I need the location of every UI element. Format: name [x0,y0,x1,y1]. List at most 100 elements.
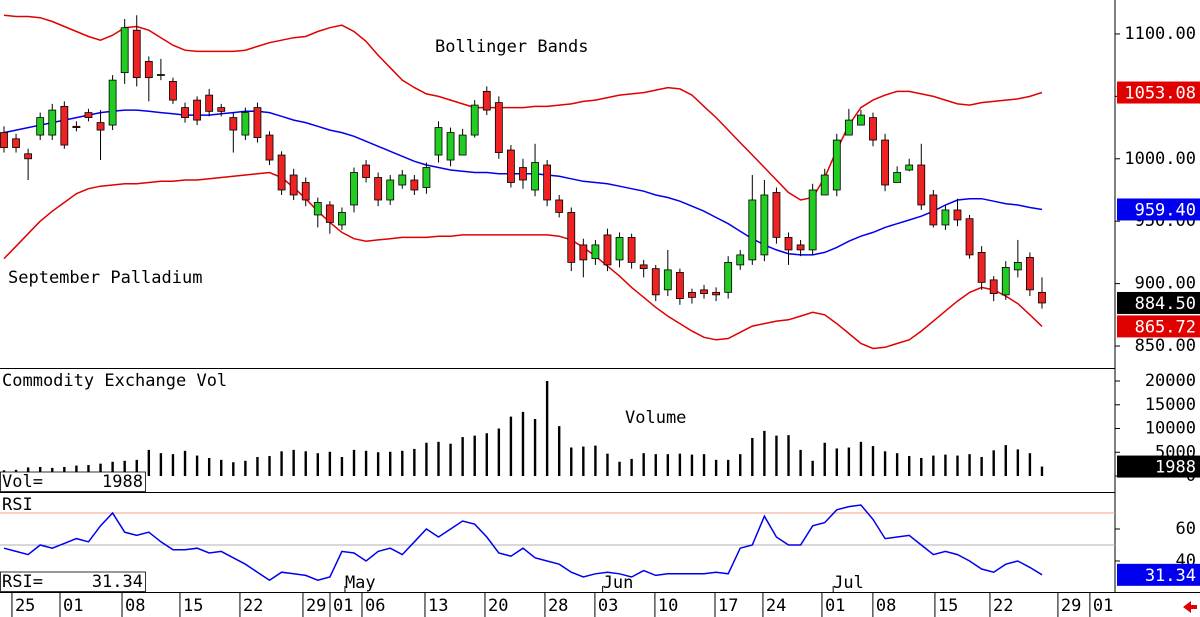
candle-body [1026,257,1034,291]
volume-bar [823,442,826,476]
volume-bar [280,451,283,476]
volume-bar [787,435,790,476]
candle-body [989,279,998,295]
value-tag [1117,455,1200,478]
x-tick-label: 06 [365,596,385,616]
value-tag-label: 1053.08 [1124,84,1196,104]
chart-subtitle: Volume [625,408,686,428]
volume-bar [920,457,923,476]
value-tag-label: 865.72 [1135,317,1196,337]
volume-bar [292,449,295,476]
volume-bar [908,456,911,476]
candle-body [724,261,733,293]
y-tick-label: 60 [1176,519,1196,539]
candle-body [494,102,503,153]
volume-bar [714,459,718,476]
volume-bar [304,451,307,476]
volume-bar [99,463,102,476]
volume-bar [316,453,319,476]
volume-bar [147,449,151,476]
candle-body [881,139,889,186]
candle-body [844,119,853,136]
candle-body [362,164,370,178]
candle-body [120,27,129,74]
candle-body [820,174,829,196]
readout-value: 31.34 [92,572,143,592]
volume-bar [992,450,995,476]
volume-bar [726,459,730,476]
x-tick-label: 25 [15,596,35,616]
candle-body [217,107,226,112]
volume-bar [690,454,694,476]
candle-body [482,90,491,111]
x-tick-label: 29 [306,596,326,616]
volume-bar [509,416,513,476]
readout-label: RSI= [2,572,43,592]
x-tick-label: 15 [183,596,203,616]
candle-body [627,237,636,263]
volume-bar [859,441,863,476]
y-tick-label: 900.00 [1135,274,1196,294]
candle-body [229,117,238,131]
y-tick-label: 850.00 [1135,336,1196,356]
volume-bar [111,461,114,476]
readout-box [0,571,146,592]
candle-body [144,61,153,79]
candle-body [675,271,684,299]
candle-body [338,212,346,226]
candle-body [857,114,865,126]
volume-bar [123,460,126,476]
y-tick-label: 20000 [1145,371,1196,391]
volume-bar [956,455,959,476]
volume-bar [87,465,90,476]
volume-bar [1028,453,1032,476]
candle-body [736,254,745,266]
volume-bar [268,456,271,476]
chart-title: September Palladium [8,268,202,288]
x-tick-label: 08 [876,596,896,616]
candle-body [169,80,177,101]
volume-bar [461,437,464,476]
candle-body [96,122,105,131]
volume-bar [739,454,742,476]
candle-body [760,194,769,256]
volume-bar [340,457,344,476]
volume-bar [557,426,561,476]
candle-body [808,189,817,251]
candle-body [953,209,962,221]
volume-bar [775,435,778,476]
scroll-arrow[interactable] [1183,601,1197,613]
x-tick-label: 28 [548,596,568,616]
value-tag [1117,81,1200,104]
readout-value: 1988 [102,472,143,492]
x-tick-label: 01 [63,596,83,616]
candle-body [0,132,8,148]
volume-bar [883,451,887,476]
value-tag [1117,315,1200,338]
value-tag-label: 959.40 [1135,200,1196,220]
candle-body [796,244,805,251]
volume-bar [751,438,754,476]
candle-body [893,172,902,183]
volume-bar [135,459,138,476]
volume-bar [895,453,899,476]
volume-bar [63,466,66,476]
volume-bar [425,442,428,476]
candle-body [832,139,841,191]
y-tick-label: 1100.00 [1124,24,1196,44]
candle-body [772,192,781,238]
candle-body [470,104,479,136]
volume-bar [630,458,633,476]
y-tick-label: 10000 [1145,419,1196,439]
candle-body [12,138,20,148]
value-tag-label: 1988 [1155,458,1196,478]
volume-bar [352,449,356,476]
volume-bar [847,447,851,476]
volume-bar [195,455,199,476]
candle-body [265,134,274,161]
x-tick-label: 01 [333,596,353,616]
volume-bar [642,453,645,476]
candle-body [591,244,600,260]
